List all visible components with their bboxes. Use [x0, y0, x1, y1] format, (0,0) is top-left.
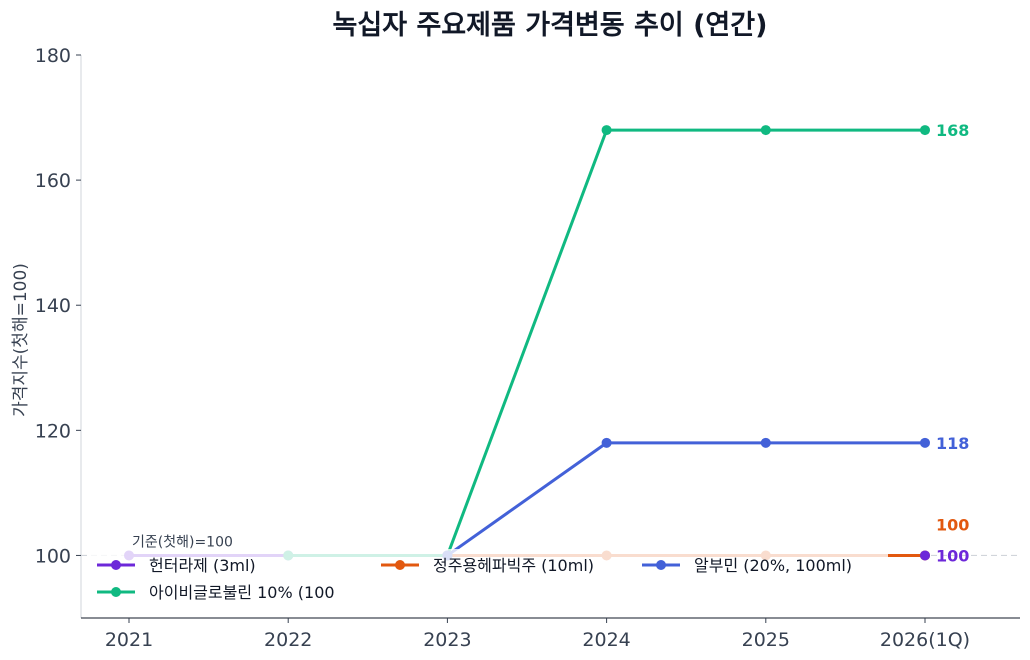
series-3 — [442, 437, 930, 561]
y-tick-label: 160 — [35, 170, 71, 192]
series-1 — [283, 125, 930, 561]
legend-swatch-marker — [111, 560, 121, 570]
axes: 100 120 140 160 180 2021 2022 2023 2024 2025 2026(… — [35, 45, 1020, 651]
end-value-label: 168 — [936, 121, 969, 140]
y-tick-label: 100 — [35, 545, 71, 567]
x-tick-label: 2021 — [105, 629, 153, 651]
legend-swatch-marker — [395, 560, 405, 570]
end-value-label: 118 — [936, 434, 969, 453]
legend-item: 정주용헤파빅주 (10ml) — [381, 556, 594, 575]
legend-item: 아이비글로불린 10% (100 — [97, 583, 335, 602]
baseline-annotation: 기준(첫해)=100 — [132, 534, 233, 550]
y-axis-label: 가격지수(첫해=100) — [11, 263, 31, 417]
x-tick-label: 2023 — [423, 629, 471, 651]
x-tick-label: 2024 — [582, 629, 630, 651]
end-value-label: 100 — [936, 515, 969, 534]
data-point — [760, 437, 771, 448]
series-line — [446, 441, 925, 557]
legend-label: 정주용헤파빅주 (10ml) — [433, 556, 594, 575]
legend: 헌터라제 (3ml) 정주용헤파빅주 (10ml) 알부민 (20%, 100ml)… — [88, 549, 888, 609]
legend-background — [88, 549, 888, 609]
data-point — [920, 550, 930, 561]
data-point — [920, 125, 930, 136]
x-tick-label: 2022 — [264, 629, 312, 651]
data-point — [920, 437, 930, 448]
end-value-label: 100 — [936, 546, 969, 565]
data-point — [601, 437, 612, 448]
legend-item: 알부민 (20%, 100ml) — [642, 556, 852, 575]
end-labels: 168 118 100 100 — [936, 121, 969, 565]
data-point — [760, 125, 771, 136]
y-tick-label: 180 — [35, 45, 71, 67]
data-point — [601, 125, 612, 136]
legend-label: 아이비글로불린 10% (100 — [149, 583, 335, 602]
y-tick-label: 140 — [35, 295, 71, 317]
y-tick-label: 120 — [35, 420, 71, 442]
chart-title: 녹십자 주요제품 가격변동 추이 (연간) — [333, 10, 768, 41]
x-tick-label: 2026(1Q) — [880, 629, 970, 651]
series-layer — [124, 125, 930, 561]
legend-label: 헌터라제 (3ml) — [149, 556, 256, 575]
series-line — [288, 128, 925, 557]
legend-swatch-marker — [656, 560, 666, 570]
legend-label: 알부민 (20%, 100ml) — [694, 556, 852, 575]
legend-item: 헌터라제 (3ml) — [97, 556, 256, 575]
x-tick-label: 2025 — [742, 629, 790, 651]
legend-swatch-marker — [111, 587, 121, 597]
